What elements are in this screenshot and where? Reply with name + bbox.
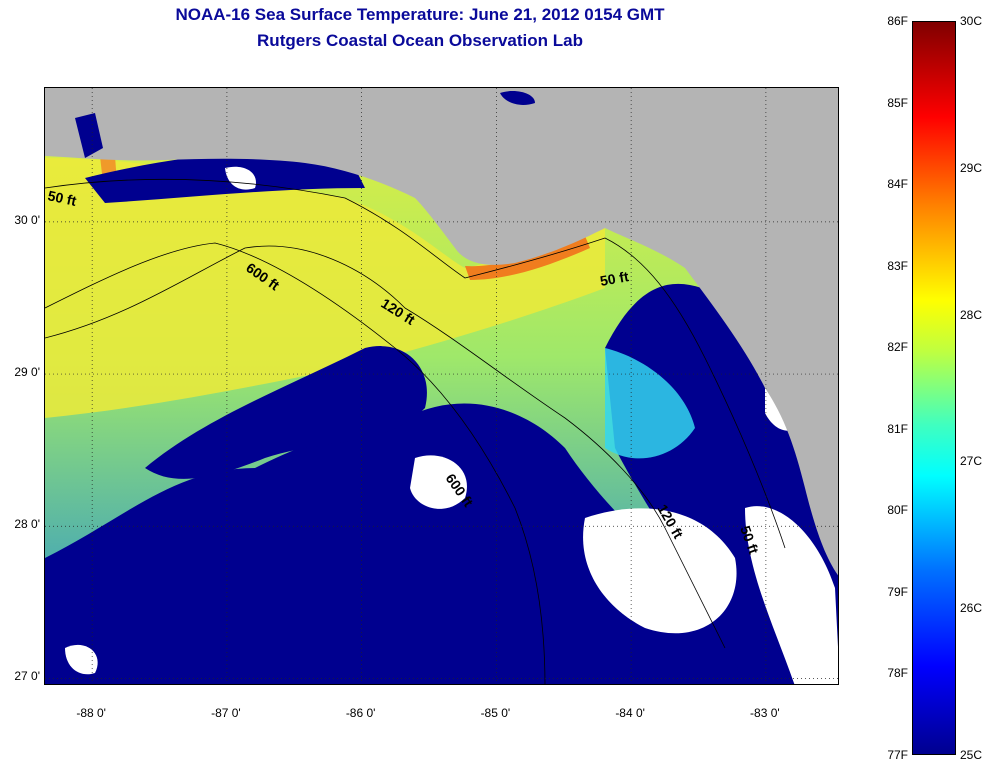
lat-tick-29: 29 0' [14,365,40,380]
warm-coastal-water [45,158,605,418]
colorbar-fahrenheit-label: 78F [887,666,908,681]
lon-tick-88: -88 0' [76,706,106,720]
colorbar-fahrenheit-label: 84F [887,177,908,192]
lon-tick-86: -86 0' [345,706,376,720]
colorbar-fahrenheit-label: 83F [887,258,908,273]
cloud-patch-1 [410,455,467,509]
contour-label-50ft-east: 50 ft [599,268,630,289]
contour-120ft [45,245,726,649]
colorbar-celsius-label: 30C [960,14,983,28]
map-title: NOAA-16 Sea Surface Temperature: June 21… [175,5,665,24]
contour-600ft [45,242,546,684]
lon-tick-87: -87 0' [211,706,241,720]
colorbar-celsius-label: 28C [960,307,983,322]
lat-tick-27: 27 0' [14,669,40,684]
colorbar-fahrenheit-label: 82F [887,340,908,355]
colorbar-fahrenheit-label: 80F [887,503,908,518]
temperature-colorbar [912,21,956,755]
map-subtitle: Rutgers Coastal Ocean Observation Lab [257,31,583,50]
contour-label-50ft-west: 50 ft [46,187,78,209]
lat-tick-30: 30 0' [14,212,40,227]
lon-tick-83: -83 0' [750,706,780,720]
land-florida-panhandle [45,88,838,576]
cyan-water [605,348,695,459]
colorbar-fahrenheit-label: 85F [887,95,908,110]
colorbar-celsius-label: 27C [960,454,983,469]
cold-water-central [145,346,427,479]
lat-lon-grid [45,88,838,684]
lake-okeechobee-area [500,91,535,105]
mobile-bay [75,113,103,158]
cloud-patch-2 [583,508,737,634]
contour-50ft [45,178,786,549]
lat-tick-28: 28 0' [14,517,40,532]
colorbar-fahrenheit-label: 81F [887,421,908,436]
colorbar-fahrenheit-label: 77F [887,748,908,762]
colorbar-celsius-label: 25C [960,748,983,762]
colorbar-fahrenheit-label: 86F [887,14,908,28]
cloud-patch-6 [65,644,98,675]
cloud-patch-4 [745,506,838,684]
colorbar-fahrenheit-label: 79F [887,584,908,599]
sst-map[interactable]: 50 ft 600 ft 120 ft 50 ft 600 ft 120 ft … [44,87,839,685]
lon-tick-85: -85 0' [480,706,511,720]
colorbar-celsius-label: 26C [960,601,983,616]
colorbar-celsius-label: 29C [960,160,983,175]
lon-tick-84: -84 0' [615,706,645,720]
